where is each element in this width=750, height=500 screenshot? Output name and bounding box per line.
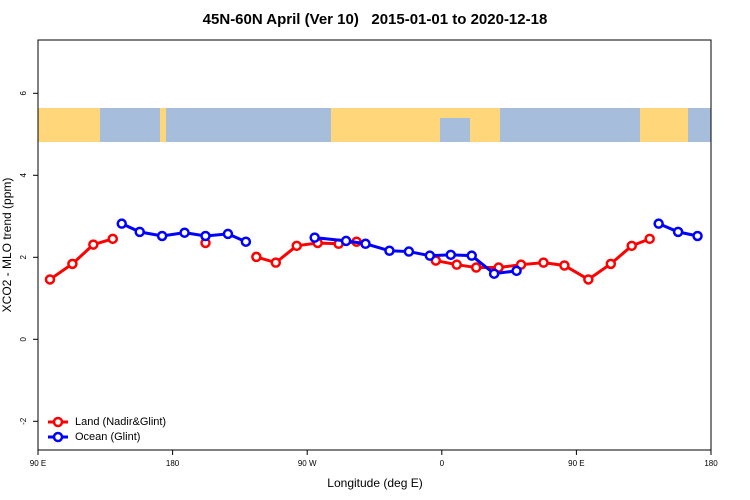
map-ocean [500, 108, 640, 142]
data-point [672, 226, 684, 238]
data-point [644, 233, 655, 245]
data-point [488, 268, 500, 279]
data-point [88, 239, 99, 250]
data-point [559, 260, 570, 271]
data-point [424, 250, 436, 261]
data-point [340, 235, 352, 247]
x-tick-label: 90 E [568, 459, 584, 468]
data-point [200, 230, 211, 242]
y-tick-label: 6 [19, 91, 28, 96]
x-tick-label: 180 [166, 459, 180, 468]
legend-label: Ocean (Glint) [75, 431, 140, 443]
map-band [38, 108, 711, 142]
data-point [445, 249, 457, 261]
legend-marker [52, 416, 64, 428]
data-point [134, 226, 145, 238]
y-tick-label: -2 [19, 417, 28, 425]
legend-label: Land (Nadir&Glint) [75, 416, 166, 428]
y-axis-label: XCO2 - MLO trend (ppm) [0, 178, 14, 313]
y-tick-label: 2 [19, 255, 28, 260]
data-point [156, 230, 168, 242]
data-point [360, 238, 371, 250]
chart-title: 45N-60N April (Ver 10) 2015-01-01 to 202… [203, 11, 548, 28]
data-point [605, 258, 617, 270]
x-tick-label: 90 E [30, 459, 46, 468]
y-tick-label: 4 [19, 173, 28, 178]
map-ocean [688, 108, 711, 142]
data-point [270, 257, 282, 268]
data-point [222, 228, 234, 240]
map-ocean [100, 108, 160, 142]
plot-frame [37, 39, 712, 451]
data-point [251, 251, 262, 263]
data-point [291, 240, 302, 252]
data-point [653, 218, 664, 229]
data-point [107, 233, 119, 245]
data-point [451, 259, 463, 270]
data-point [470, 262, 482, 273]
x-axis-label: Longitude (deg E) [327, 476, 422, 490]
data-point [403, 246, 415, 257]
data-point [384, 245, 395, 256]
data-point [44, 274, 56, 285]
data-point [692, 230, 703, 242]
data-point [67, 258, 78, 270]
map-ocean [440, 118, 470, 142]
series-line [49, 237, 651, 282]
x-tick-label: 180 [704, 459, 718, 468]
data-point [179, 227, 190, 238]
y-tick-label: 0 [19, 337, 28, 342]
map-ocean [166, 108, 331, 142]
legend-marker [52, 431, 64, 443]
data-point [538, 257, 549, 268]
data-point [466, 250, 477, 261]
data-point [116, 218, 128, 229]
data-point [240, 236, 252, 247]
data-point [626, 240, 637, 252]
x-tick-label: 0 [440, 459, 445, 468]
data-point [583, 274, 594, 285]
data-point [309, 232, 320, 243]
x-tick-label: 90 W [298, 459, 317, 468]
data-point [511, 265, 522, 277]
